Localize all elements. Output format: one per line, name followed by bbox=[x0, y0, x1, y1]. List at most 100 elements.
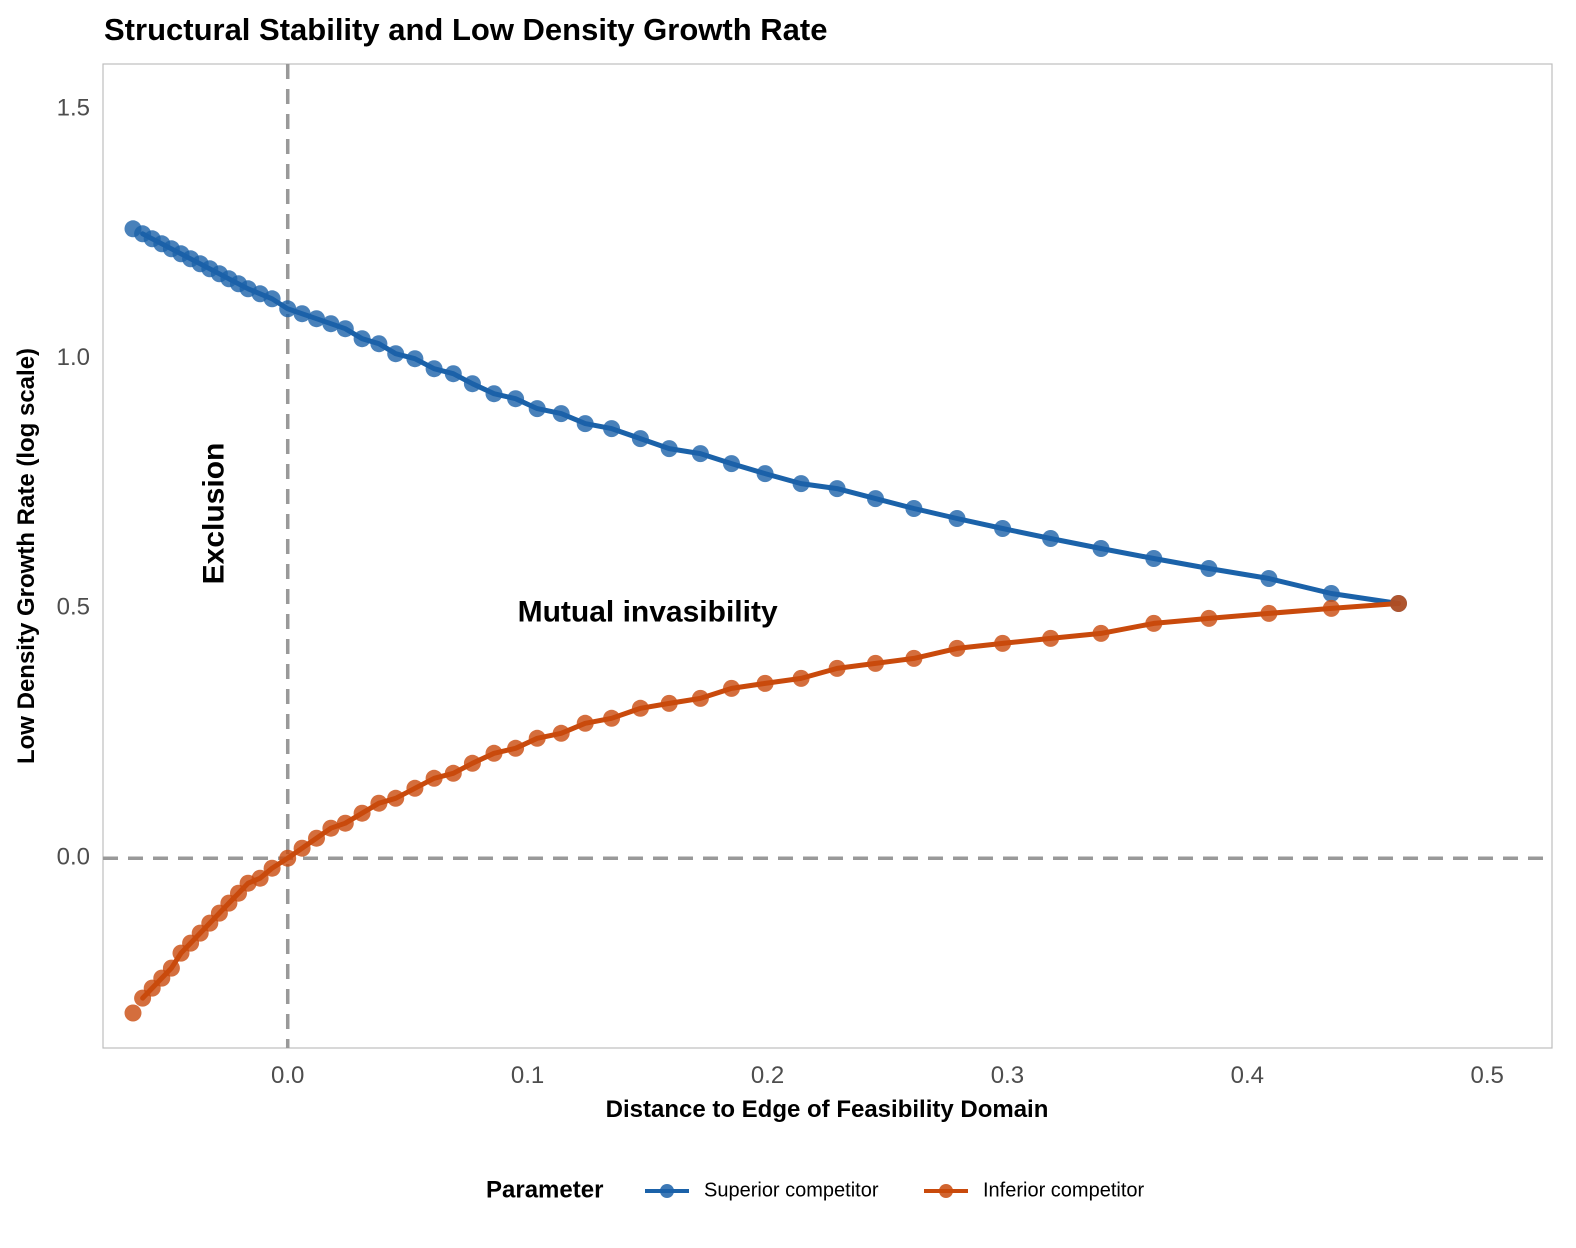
y-tick-label: 0.0 bbox=[57, 844, 90, 871]
superior-competitor-point bbox=[336, 320, 354, 338]
superior-competitor-point bbox=[1260, 570, 1278, 587]
legend: Parameter Superior competitor Inferior com… bbox=[486, 1176, 1145, 1203]
legend-label-superior-competitor: Superior competitor bbox=[704, 1179, 879, 1201]
inferior-competitor-point bbox=[353, 804, 371, 822]
inferior-competitor-point bbox=[828, 659, 846, 677]
superior-competitor-point bbox=[1092, 540, 1110, 557]
superior-competitor-point bbox=[387, 345, 405, 363]
y-tick-label: 1.5 bbox=[57, 94, 90, 121]
legend-key-point-superior-competitor bbox=[660, 1184, 674, 1198]
inferior-competitor-point bbox=[723, 679, 740, 697]
chart-title: Structural Stability and Low Density Gro… bbox=[104, 12, 827, 47]
superior-competitor-point bbox=[1042, 530, 1060, 547]
inferior-competitor-point bbox=[1390, 595, 1407, 612]
superior-competitor-point bbox=[828, 480, 846, 498]
inferior-competitor-point bbox=[660, 694, 678, 712]
x-tick-label: 0.4 bbox=[1231, 1062, 1264, 1089]
superior-competitor-point bbox=[406, 350, 424, 368]
superior-competitor-point bbox=[463, 375, 481, 393]
superior-competitor-point bbox=[603, 420, 621, 438]
inferior-competitor-point bbox=[1145, 614, 1163, 632]
inferior-competitor-point bbox=[631, 699, 649, 717]
superior-competitor-point bbox=[1145, 550, 1163, 567]
superior-competitor-point bbox=[322, 315, 340, 333]
superior-competitor-point bbox=[723, 455, 740, 473]
x-tick-label: 0.2 bbox=[751, 1062, 784, 1089]
superior-competitor-point bbox=[370, 335, 388, 353]
superior-competitor-point bbox=[792, 475, 810, 493]
superior-competitor-point bbox=[660, 440, 678, 458]
superior-competitor-point bbox=[994, 520, 1012, 537]
inferior-competitor-point bbox=[691, 689, 709, 707]
legend-label-inferior-competitor: Inferior competitor bbox=[983, 1179, 1145, 1201]
inferior-competitor-point bbox=[425, 769, 443, 787]
superior-competitor-point bbox=[691, 445, 709, 463]
plot-panel-border bbox=[102, 63, 1553, 1049]
superior-competitor-point bbox=[905, 500, 923, 517]
inferior-competitor-point bbox=[463, 754, 481, 772]
inferior-competitor-point bbox=[867, 654, 884, 672]
inferior-competitor-point bbox=[336, 814, 354, 832]
superior-competitor-point bbox=[425, 360, 443, 378]
inferior-competitor-point bbox=[1260, 604, 1278, 622]
annotation-mutual-invasibility: Mutual invasibility bbox=[518, 595, 778, 628]
inferior-competitor-point bbox=[251, 869, 269, 887]
inferior-competitor-point bbox=[293, 839, 311, 857]
series-points bbox=[124, 220, 1407, 1022]
superior-competitor-point bbox=[279, 300, 297, 318]
superior-competitor-point bbox=[948, 510, 966, 527]
x-tick-label: 0.0 bbox=[271, 1062, 304, 1089]
reference-lines bbox=[103, 64, 1552, 1048]
superior-competitor-point bbox=[552, 405, 570, 423]
y-tick-label: 0.5 bbox=[57, 594, 90, 621]
inferior-competitor-point bbox=[124, 1004, 142, 1022]
x-tick-label: 0.5 bbox=[1471, 1062, 1504, 1089]
superior-competitor-point bbox=[353, 330, 371, 348]
inferior-competitor-point bbox=[370, 794, 388, 812]
superior-competitor-point bbox=[263, 290, 281, 308]
inferior-competitor-line bbox=[140, 601, 1401, 1001]
y-axis-ticks: 0.0 0.5 1.0 1.5 bbox=[57, 94, 90, 870]
inferior-competitor-point bbox=[1322, 599, 1340, 617]
superior-competitor-point bbox=[576, 415, 594, 433]
superior-competitor-point bbox=[1200, 560, 1218, 577]
inferior-competitor-point bbox=[603, 709, 621, 727]
superior-competitor-point bbox=[485, 385, 503, 403]
superior-competitor-point bbox=[308, 310, 325, 328]
inferior-competitor-point bbox=[792, 669, 810, 687]
superior-competitor-point bbox=[631, 430, 649, 448]
x-tick-label: 0.1 bbox=[511, 1062, 544, 1089]
inferior-competitor-point bbox=[1092, 624, 1110, 642]
inferior-competitor-point bbox=[948, 639, 966, 657]
inferior-competitor-point bbox=[905, 649, 923, 667]
legend-title: Parameter bbox=[486, 1176, 603, 1203]
superior-competitor-point bbox=[867, 490, 884, 508]
annotation-exclusion: Exclusion bbox=[198, 443, 231, 585]
legend-key-point-inferior-competitor bbox=[939, 1184, 953, 1198]
x-tick-label: 0.3 bbox=[991, 1062, 1024, 1089]
superior-competitor-point bbox=[756, 465, 774, 483]
inferior-competitor-point bbox=[444, 764, 462, 782]
inferior-competitor-point bbox=[756, 674, 774, 692]
y-axis-title: Low Density Growth Rate (log scale) bbox=[13, 348, 40, 764]
inferior-competitor-point bbox=[1042, 629, 1060, 647]
inferior-competitor-point bbox=[485, 744, 503, 762]
superior-competitor-point bbox=[507, 390, 525, 408]
inferior-competitor-point bbox=[162, 959, 180, 977]
inferior-competitor-point bbox=[387, 789, 405, 807]
inferior-competitor-point bbox=[552, 724, 570, 742]
superior-competitor-point bbox=[293, 305, 311, 323]
inferior-competitor-point bbox=[507, 739, 525, 757]
inferior-competitor-point bbox=[279, 849, 297, 867]
y-tick-label: 1.0 bbox=[57, 344, 90, 371]
annotations: Exclusion Mutual invasibility bbox=[198, 443, 778, 629]
x-axis-title: Distance to Edge of Feasibility Domain bbox=[606, 1096, 1049, 1123]
superior-competitor-point bbox=[528, 400, 546, 418]
superior-competitor-point bbox=[444, 365, 462, 383]
inferior-competitor-point bbox=[1200, 609, 1218, 627]
inferior-competitor-point bbox=[528, 729, 546, 747]
superior-competitor-line bbox=[140, 231, 1401, 606]
inferior-competitor-point bbox=[994, 634, 1012, 652]
superior-competitor-point bbox=[1322, 585, 1340, 602]
